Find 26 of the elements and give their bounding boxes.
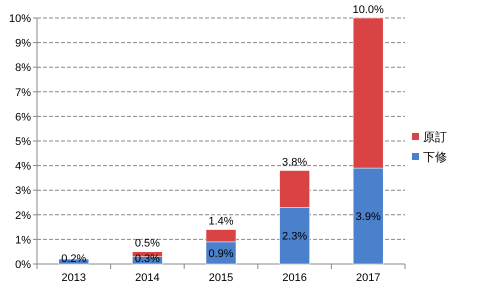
y-tick-label: 7%	[15, 86, 32, 99]
y-tick-label: 0%	[15, 259, 32, 271]
x-tick-label: 2013	[62, 272, 86, 284]
x-tick-label: 2014	[135, 272, 160, 284]
x-tick-label: 2016	[282, 272, 307, 284]
x-tick-label: 2017	[356, 272, 380, 284]
x-tick-label: 2015	[208, 272, 234, 284]
total-label: 10.0%	[352, 4, 384, 16]
total-label: 1.4%	[208, 216, 234, 228]
data-label: 2.3%	[282, 230, 308, 243]
data-label: 0.2%	[61, 253, 87, 265]
y-tick-label: 10%	[8, 13, 32, 25]
total-label: 0.5%	[134, 238, 160, 250]
y-tick-label: 8%	[15, 62, 32, 74]
legend-label: 原訂	[423, 130, 447, 144]
data-label: 3.9%	[356, 211, 381, 224]
y-tick-label: 2%	[15, 210, 32, 222]
y-tick-label: 4%	[15, 160, 32, 173]
y-tick-label: 9%	[15, 38, 32, 50]
legend-label: 下修	[423, 150, 447, 164]
y-tick-label: 1%	[15, 234, 32, 246]
y-tick-label: 5%	[15, 136, 32, 148]
data-label: 0.9%	[208, 248, 234, 260]
y-tick-label: 6%	[15, 111, 32, 124]
total-label: 3.8%	[282, 156, 308, 169]
y-tick-label: 3%	[15, 185, 32, 198]
